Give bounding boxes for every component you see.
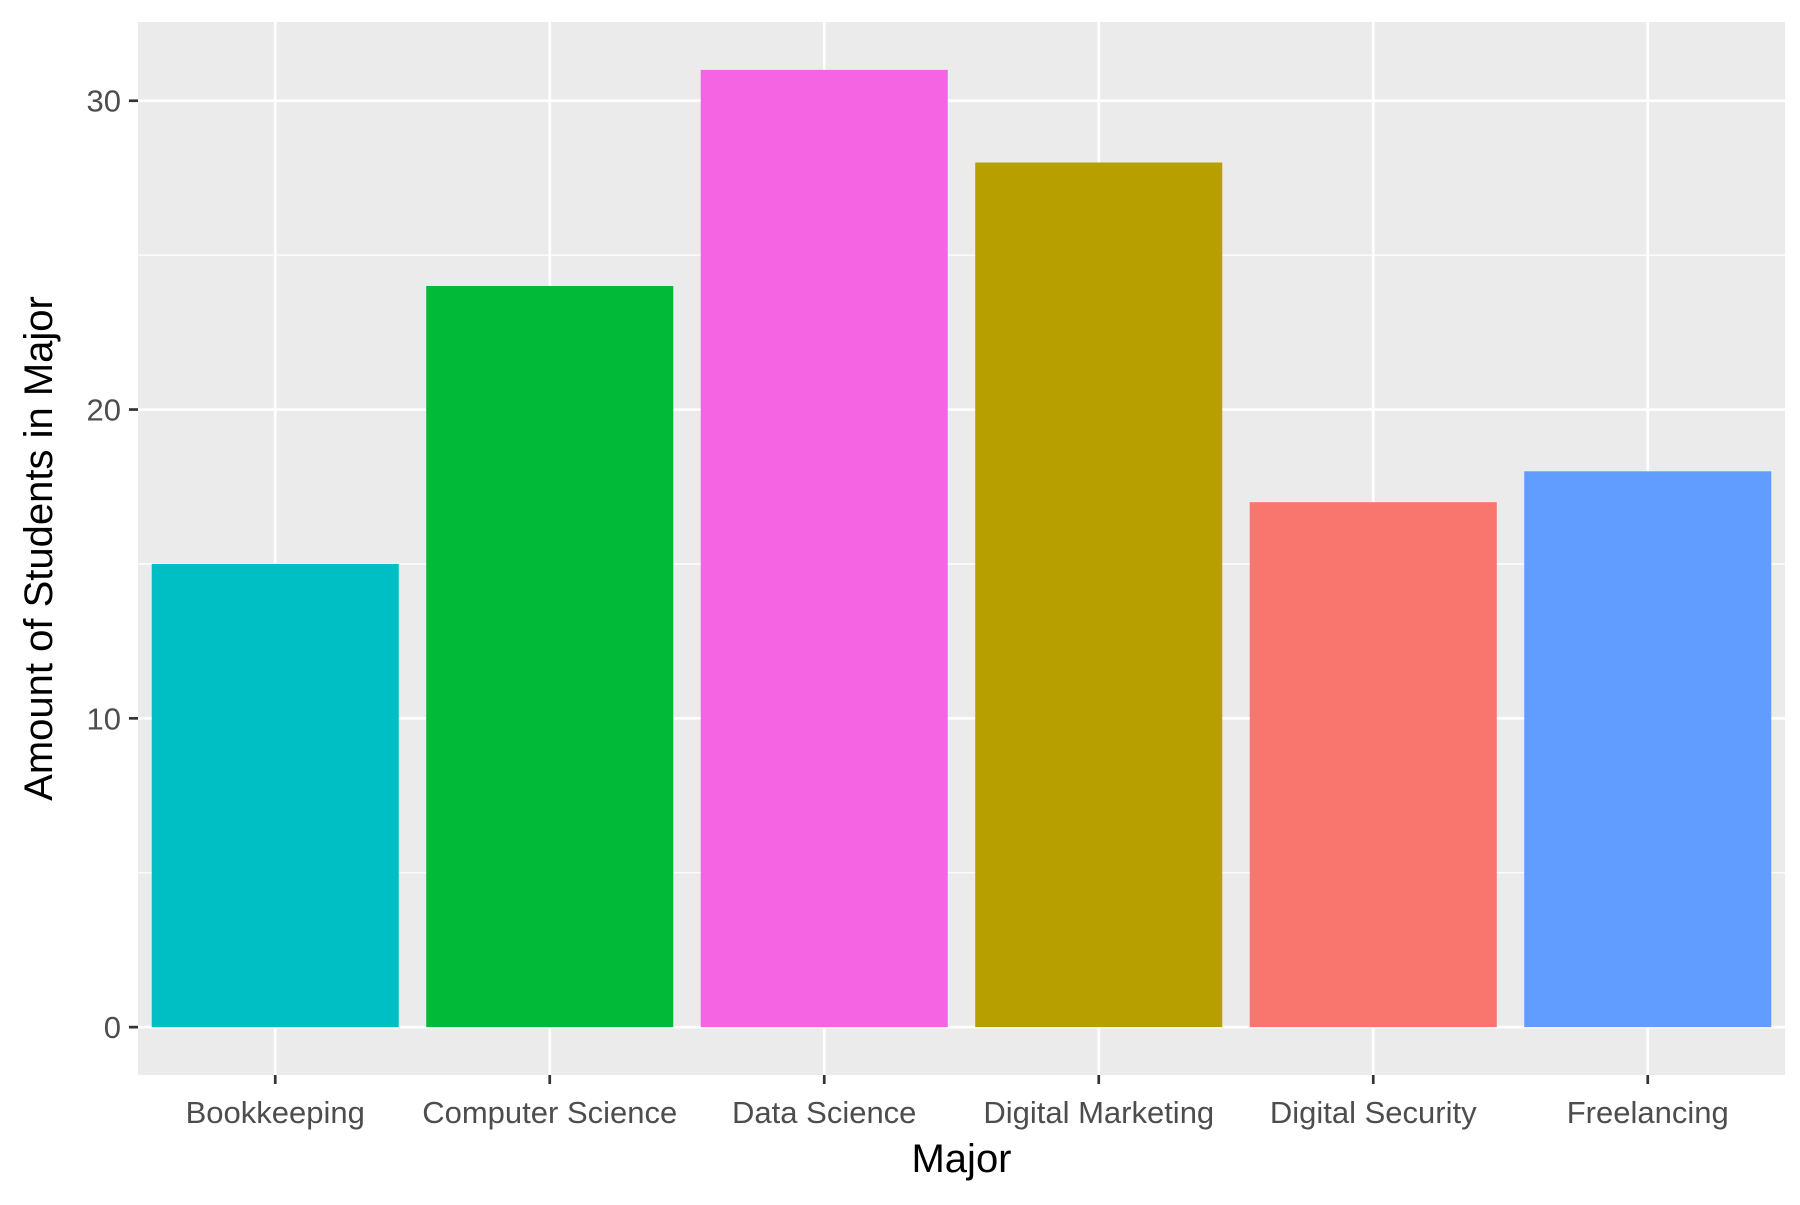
y-tick-label: 0 bbox=[104, 1010, 121, 1045]
x-tick-label: Computer Science bbox=[422, 1095, 677, 1130]
y-tick-label: 20 bbox=[87, 393, 121, 428]
bars bbox=[151, 69, 1772, 1028]
bar-digital-security bbox=[1249, 502, 1497, 1028]
x-tick-label: Data Science bbox=[732, 1095, 916, 1130]
bar-bookkeeping bbox=[151, 563, 399, 1028]
minor-gridlines bbox=[138, 254, 1785, 874]
x-tick-label: Freelancing bbox=[1567, 1095, 1729, 1130]
x-axis-title: Major bbox=[911, 1137, 1011, 1181]
y-tick-label: 10 bbox=[87, 701, 121, 736]
x-tick-label: Bookkeeping bbox=[186, 1095, 365, 1130]
bar-data-science bbox=[700, 69, 948, 1028]
y-axis: 0 10 20 30 bbox=[87, 84, 138, 1045]
x-tick-label: Digital Marketing bbox=[983, 1095, 1214, 1130]
plot-panel bbox=[138, 22, 1785, 1075]
x-tick-label: Digital Security bbox=[1270, 1095, 1477, 1130]
y-tick-label: 30 bbox=[87, 84, 121, 119]
x-axis: Bookkeeping Computer Science Data Science D… bbox=[186, 1075, 1729, 1130]
bar-computer-science bbox=[426, 286, 674, 1028]
bar-digital-marketing bbox=[975, 162, 1223, 1028]
y-axis-title: Amount of Students in Major bbox=[17, 296, 61, 801]
bar-freelancing bbox=[1524, 471, 1772, 1028]
